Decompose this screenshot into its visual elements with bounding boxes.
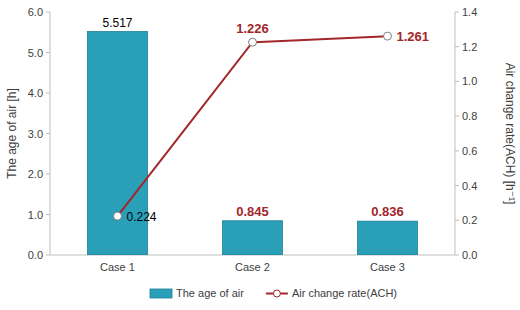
y-axis-title: The age of air [h] [5, 88, 19, 179]
legend-swatch [150, 289, 172, 298]
bar [223, 221, 283, 255]
legend-label: Air change rate(ACH) [292, 287, 397, 299]
y-tick-label: 2.0 [28, 168, 43, 180]
data-label: 0.836 [371, 204, 404, 219]
legend-marker [273, 290, 280, 297]
y2-tick-label: 0.8 [462, 110, 477, 122]
y2-tick [455, 220, 459, 221]
y-tick [46, 93, 50, 94]
y-tick [46, 12, 50, 13]
line-marker [114, 212, 122, 220]
y2-tick [455, 185, 459, 186]
bar [358, 221, 418, 255]
y-tick-label: 1.0 [28, 209, 43, 221]
y2-tick-label: 0.6 [462, 145, 477, 157]
y2-tick-label: 1.4 [462, 6, 477, 18]
y2-axis-title: Air change rate(ACH) [h⁻¹] [503, 63, 517, 205]
y2-tick [455, 255, 459, 256]
y-tick [46, 174, 50, 175]
y2-tick [455, 81, 459, 82]
y2-tick [455, 12, 459, 13]
x-tick-label: Case 2 [235, 261, 270, 273]
y-tick-label: 4.0 [28, 87, 43, 99]
legend: The age of air Air change rate(ACH) [150, 287, 397, 299]
y2-tick-label: 0.4 [462, 180, 477, 192]
y-tick-label: 6.0 [28, 6, 43, 18]
data-label: 0.845 [236, 204, 269, 219]
data-label: 0.224 [127, 210, 157, 224]
y-tick [46, 214, 50, 215]
legend-label: The age of air [176, 287, 244, 299]
y2-tick-label: 1.2 [462, 41, 477, 53]
y-tick [46, 52, 50, 53]
line-marker [249, 38, 257, 46]
line [118, 36, 388, 216]
x-tick-label: Case 1 [100, 261, 135, 273]
y2-axis-line [455, 12, 456, 255]
y2-tick-label: 0.2 [462, 214, 477, 226]
y-tick-label: 0.0 [28, 249, 43, 261]
x-tick-label: Case 3 [370, 261, 405, 273]
data-label: 5.517 [102, 16, 132, 30]
data-labels: 5.517 0.845 0.836 0.224 1.226 1.261 [102, 16, 429, 225]
y-tick [46, 255, 50, 256]
chart: 0.0 1.0 2.0 3.0 4.0 5.0 6.0 0.0 0.2 0.4 0.6 0.8 1.0 1… [0, 0, 520, 310]
y-tick-label: 3.0 [28, 128, 43, 140]
y2-tick [455, 150, 459, 151]
y2-tick [455, 46, 459, 47]
y2-tick-label: 1.0 [462, 75, 477, 87]
y-tick [46, 133, 50, 134]
plot-area [88, 32, 418, 255]
data-label: 1.261 [397, 29, 430, 44]
line-marker [384, 32, 392, 40]
y2-tick-label: 0.0 [462, 249, 477, 261]
y2-tick [455, 116, 459, 117]
data-label: 1.226 [236, 21, 269, 36]
y-tick-label: 5.0 [28, 47, 43, 59]
